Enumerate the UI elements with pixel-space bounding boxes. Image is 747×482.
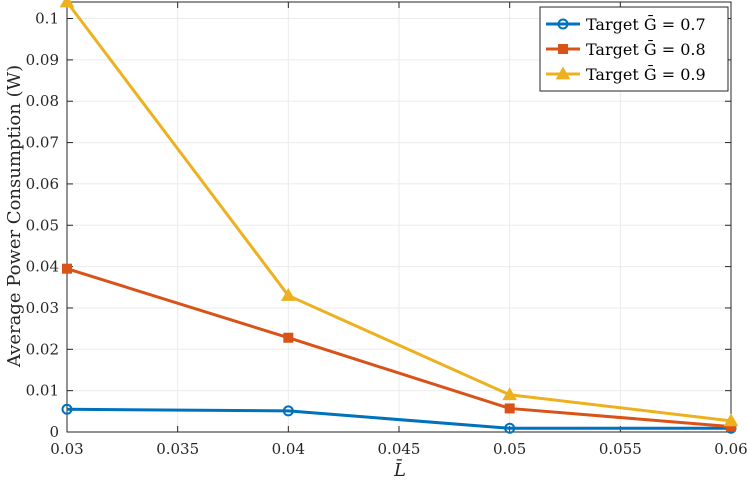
x-tick-label: 0.05 [493,440,526,458]
y-tick-label: 0.01 [26,382,59,400]
series-line [66,267,732,429]
legend-label: Target Ḡ = 0.8 [586,38,706,59]
series-group [59,0,739,434]
data-point-circle [282,405,294,417]
series-3 [59,0,739,427]
data-point-square [558,44,568,54]
data-point-triangle [280,288,296,301]
x-tick-label: 0.035 [156,440,199,458]
series-line [66,407,731,430]
legend-label: Target Ḡ = 0.7 [586,13,706,34]
x-tick-label: 0.04 [272,440,305,458]
y-tick-label: 0.07 [26,134,59,152]
data-point-triangle [59,0,75,8]
y-tick-label: 0.02 [26,340,59,358]
y-tick-label: 0.06 [26,175,59,193]
legend: Target Ḡ = 0.7 Target Ḡ = 0.8 Target Ḡ = 0… [539,6,729,92]
y-tick-label: 0.1 [35,10,59,28]
data-point-triangle [555,66,571,80]
legend-label: Target Ḡ = 0.9 [586,63,706,84]
x-tick-label: 0.045 [378,440,421,458]
x-tick-label: 0.06 [714,440,747,458]
x-axis-title: L̄ [393,458,406,481]
x-tick-label: 0.03 [50,440,83,458]
series-2 [62,263,736,432]
data-point-triangle [502,387,518,401]
series-line [65,1,732,423]
x-axis-ticks: 0.03 0.035 0.04 0.045 0.05 0.055 0.06 [50,2,747,458]
data-point-square [283,332,294,343]
y-tick-label: 0.09 [26,51,59,69]
y-tick-label: 0 [49,423,59,441]
y-tick-label: 0.05 [26,216,59,234]
data-point-triangle [723,413,739,427]
y-axis-ticks: 0 0.01 0.02 0.03 0.04 0.05 0.06 0.07 0.08 0.09 0.1 [26,10,731,441]
y-tick-label: 0.08 [26,92,59,110]
data-point-square [504,403,515,414]
y-tick-label: 0.03 [26,299,59,317]
data-point-circle [557,18,569,30]
data-point-square [62,263,72,274]
x-tick-label: 0.055 [599,440,642,458]
y-axis-title: Average Power Consumption (W) [4,65,25,368]
data-point-circle [504,422,516,434]
data-point-circle [61,403,73,415]
y-tick-label: 0.04 [26,258,59,276]
